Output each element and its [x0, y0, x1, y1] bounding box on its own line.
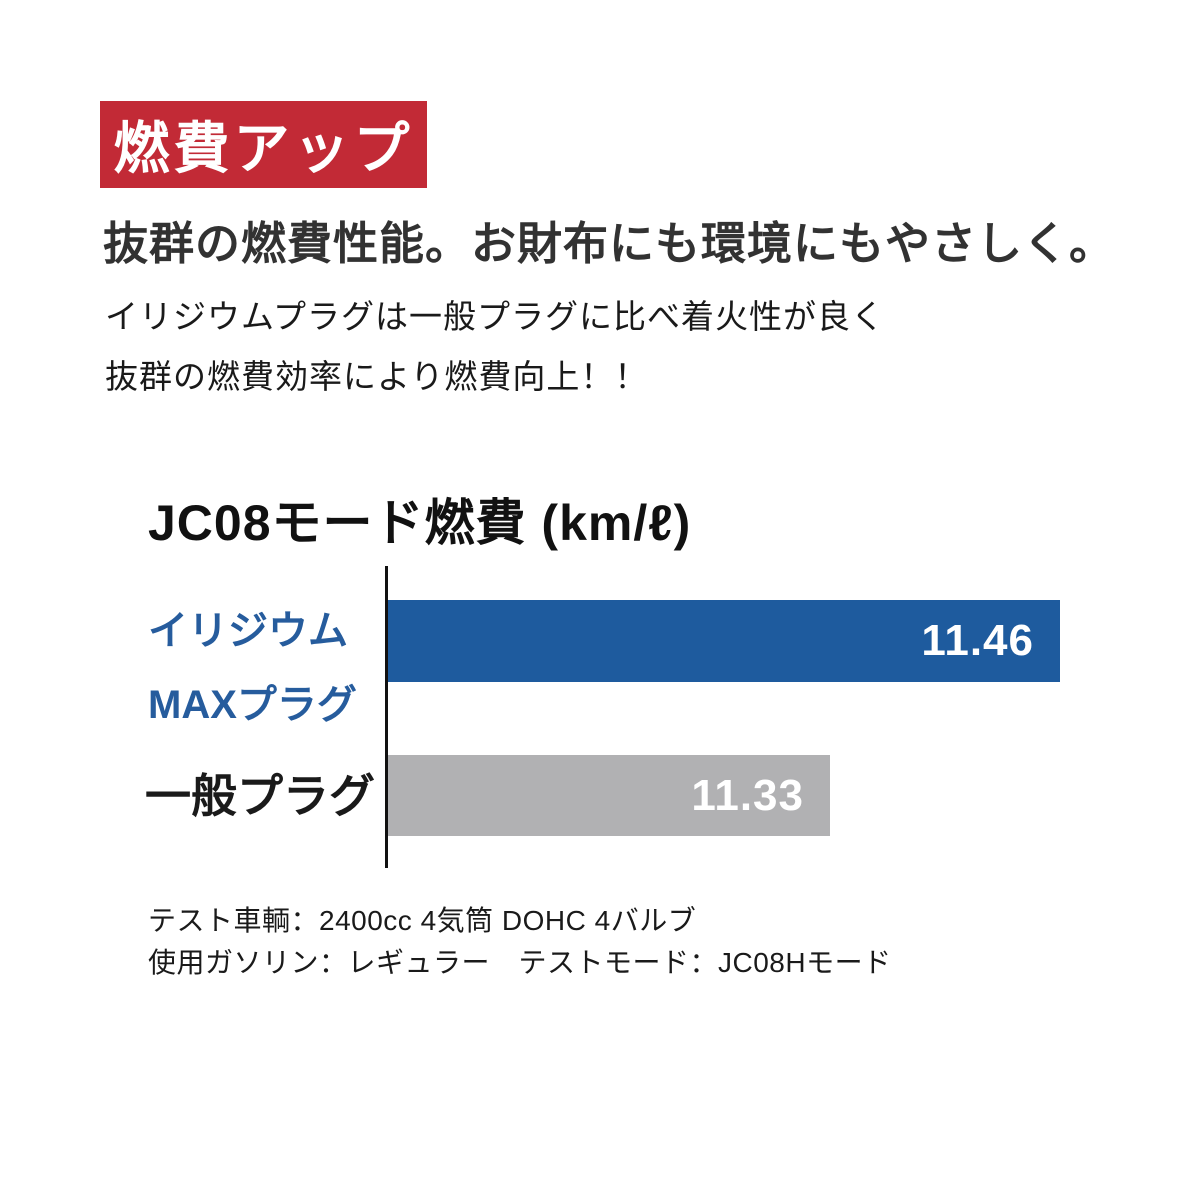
chart-title: JC08モード燃費 (km/ℓ) — [148, 495, 692, 551]
bar-label-line: 一般プラグ — [145, 770, 375, 822]
headline: 抜群の燃費性能。お財布にも環境にもやさしく。 — [103, 218, 1116, 269]
chart-axis-line — [385, 566, 388, 868]
bar-standard-plug: 11.33 — [388, 755, 830, 836]
bar-label-iridium-max: イリジウム MAXプラグ — [148, 594, 357, 742]
bar-label-line: MAXプラグ — [148, 683, 357, 727]
footnote-gasoline-mode: 使用ガソリン：レギュラー テストモード：JC08Hモード — [148, 947, 892, 978]
bar-label-line: イリジウム — [148, 609, 348, 653]
bar-label-standard-plug: 一般プラグ — [145, 768, 375, 824]
bar-value-iridium-max: 11.46 — [921, 616, 1034, 665]
footnote-test-vehicle: テスト車輌：2400cc 4気筒 DOHC 4バルブ — [148, 905, 697, 936]
body-text-line-1: イリジウムプラグは一般プラグに比べ着火性が良く — [105, 298, 886, 335]
bar-value-standard-plug: 11.33 — [691, 770, 804, 820]
body-text-line-2: 抜群の燃費効率により燃費向上！！ — [105, 358, 649, 395]
bar-iridium-max: 11.46 — [388, 600, 1060, 682]
fuel-up-badge: 燃費アップ — [100, 101, 427, 188]
